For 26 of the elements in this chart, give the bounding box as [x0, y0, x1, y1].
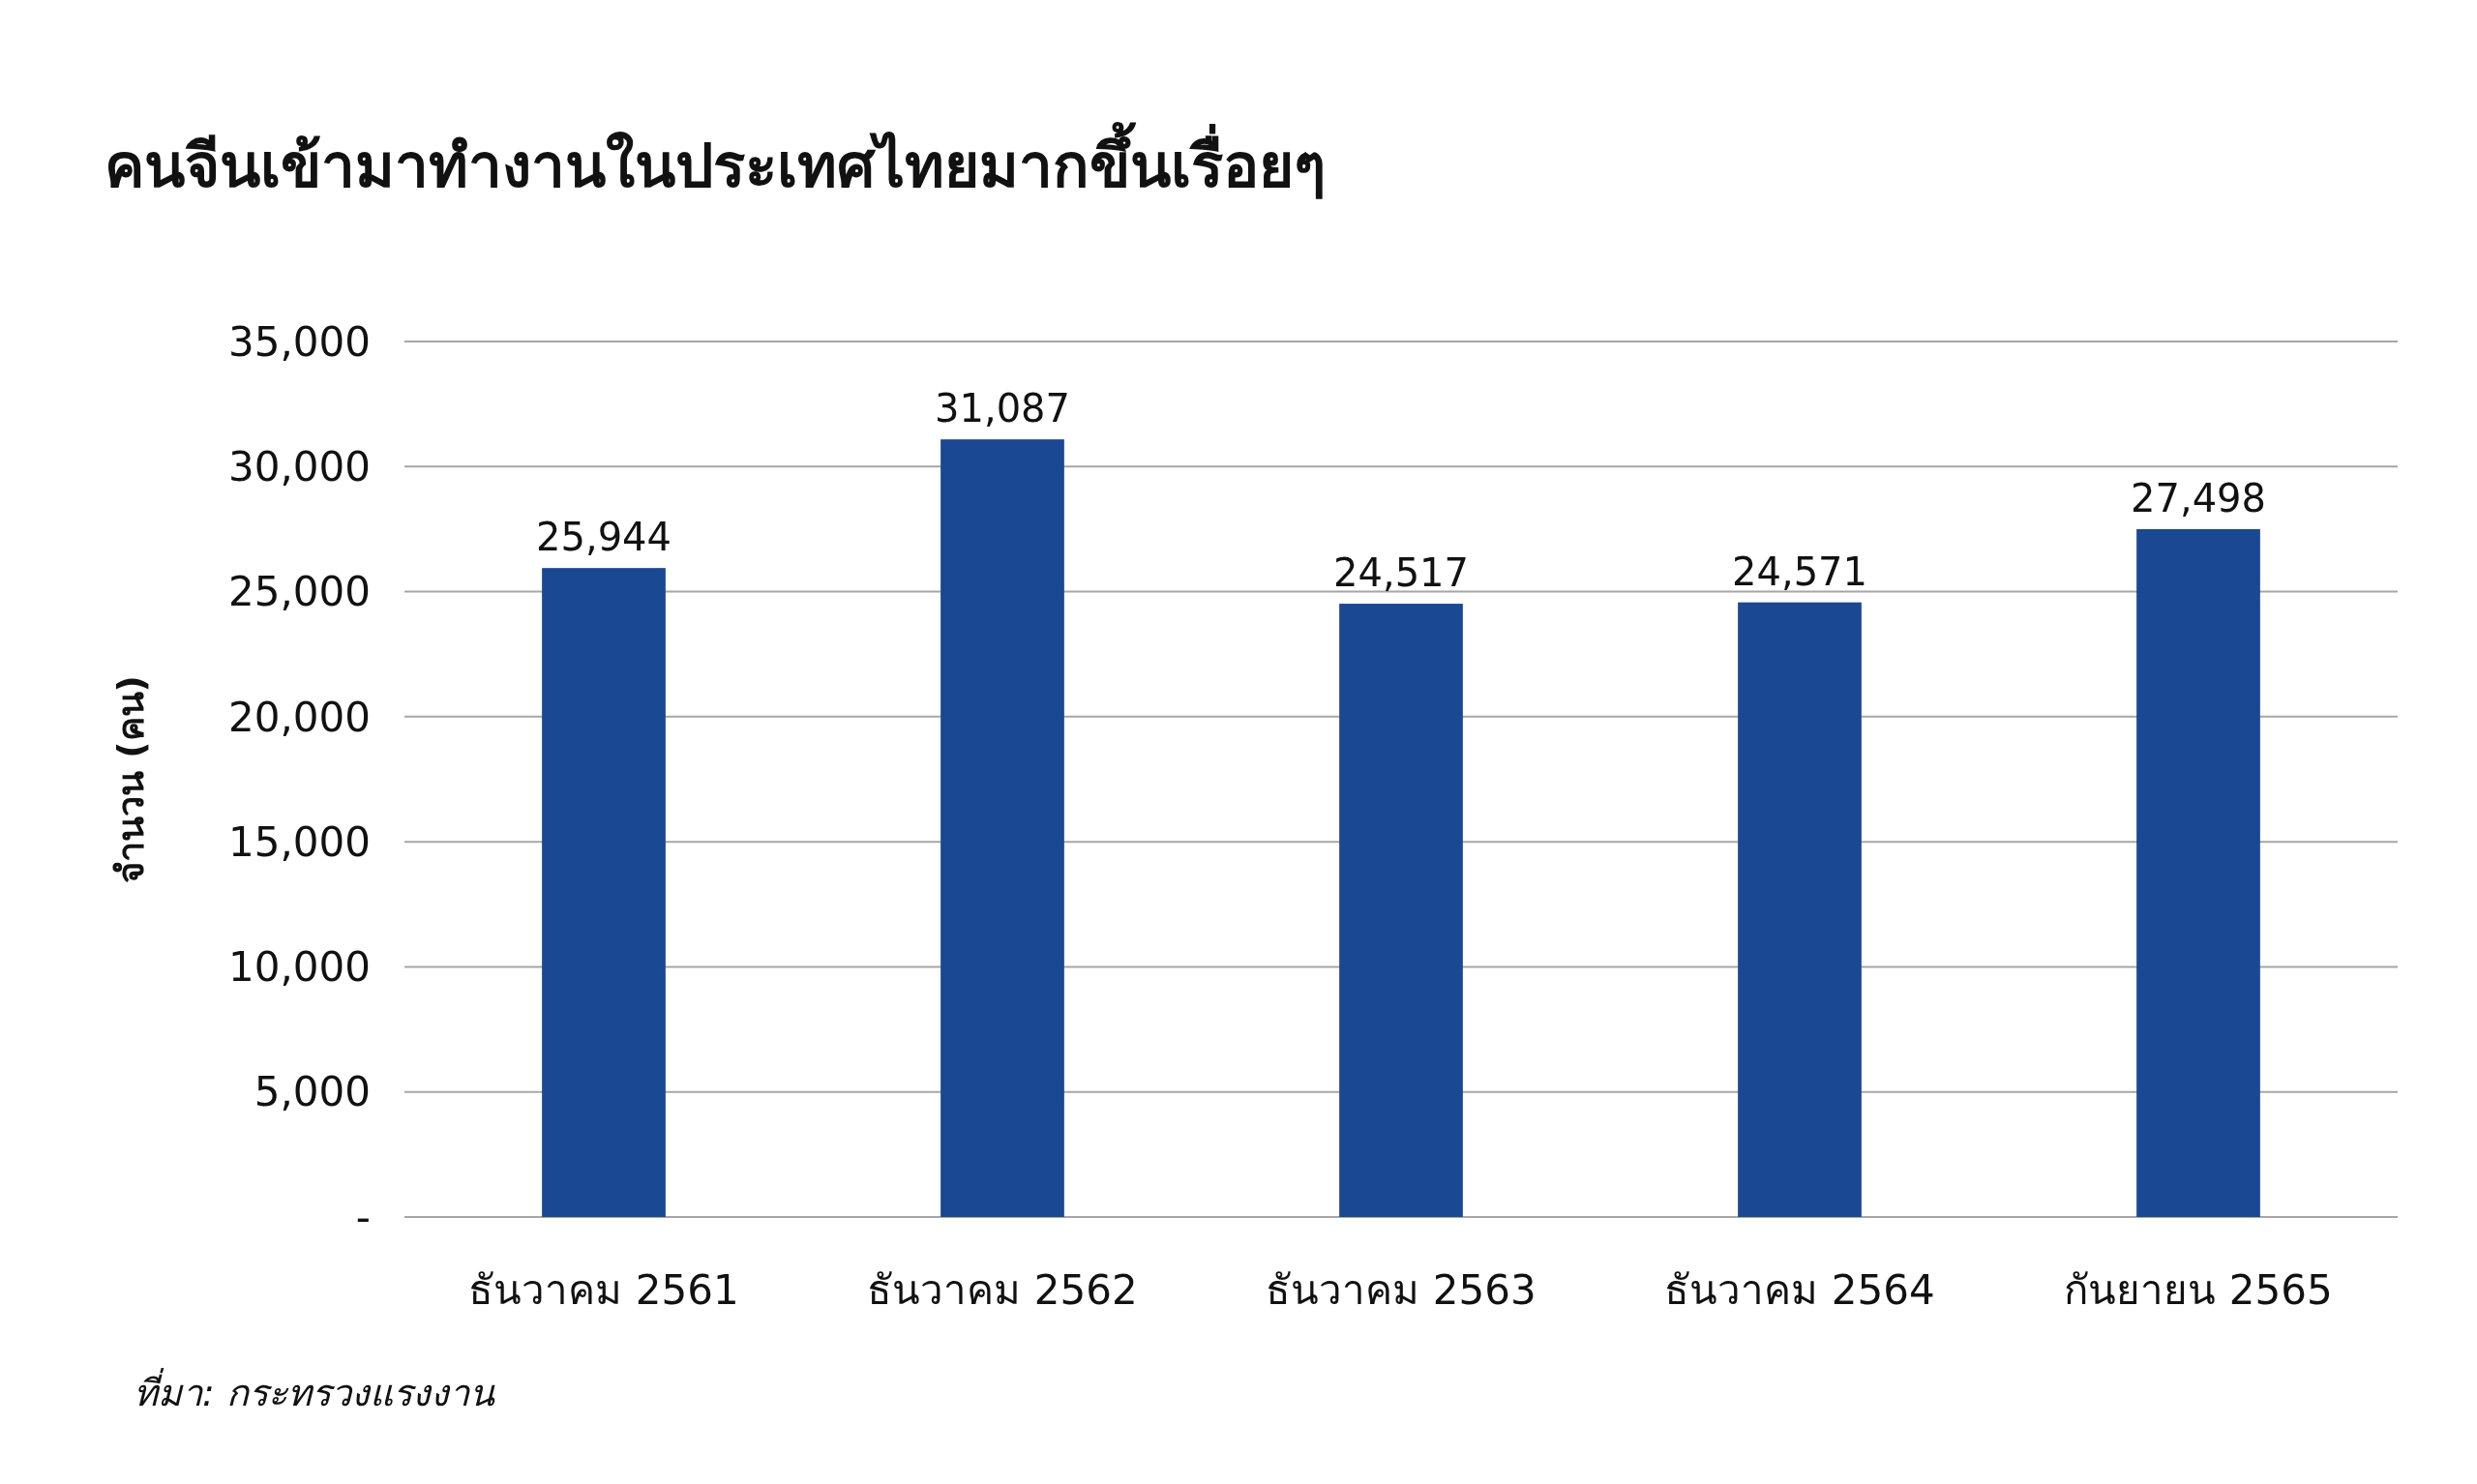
- x-tick-label: ธันวาคม 2562: [867, 1266, 1138, 1314]
- bar: [542, 568, 666, 1217]
- data-label: 24,571: [1732, 549, 1867, 594]
- bar: [940, 439, 1064, 1217]
- y-tick-label: 10,000: [228, 943, 371, 992]
- data-label: 31,087: [935, 386, 1070, 431]
- bar: [1339, 604, 1463, 1217]
- x-tick-label: ธันวาคม 2564: [1664, 1266, 1935, 1314]
- bar: [2136, 528, 2260, 1217]
- y-tick-label: 30,000: [228, 442, 371, 490]
- bar: [1738, 602, 1862, 1217]
- x-tick-label: ธันวาคม 2563: [1266, 1266, 1537, 1314]
- y-axis-title: จำนวน (คน): [109, 675, 152, 883]
- y-tick-label: 5,000: [254, 1068, 371, 1116]
- y-tick-label: 20,000: [228, 693, 371, 741]
- y-tick-label: 25,000: [228, 568, 371, 616]
- text: ที่มา: กระทรวงแรงงาน: [134, 1367, 495, 1414]
- y-tick-label: 15,000: [228, 817, 371, 866]
- data-label: 24,517: [1333, 550, 1469, 596]
- y-tick-label: 35,000: [228, 317, 371, 366]
- chart-title: คนจีนเข้ามาทำงานในประเทศไทยมากขึ้นเรื่อยๆ: [104, 122, 1326, 201]
- data-label: 25,944: [536, 515, 671, 560]
- data-label: 27,498: [2131, 475, 2266, 520]
- x-tick-label: ธันวาคม 2561: [468, 1266, 739, 1314]
- x-tick-label: กันยายน 2565: [2064, 1266, 2333, 1314]
- y-tick-label: -: [355, 1193, 371, 1241]
